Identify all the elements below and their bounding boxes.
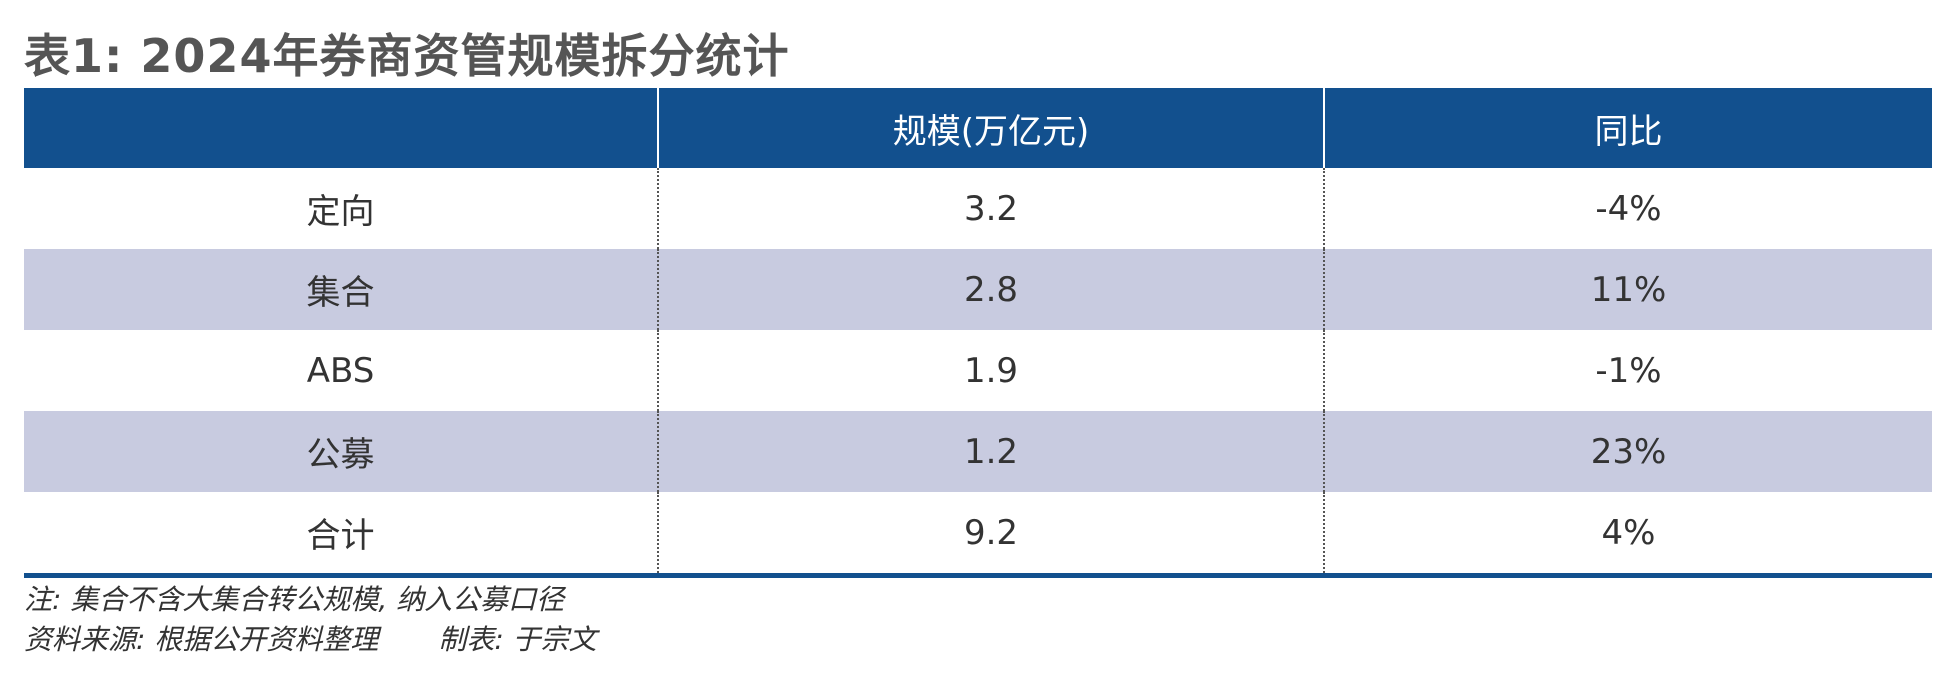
- source-line: 资料来源: 根据公开资料整理 制表: 于宗文: [24, 620, 597, 660]
- scale-value: 9.2: [657, 492, 1324, 578]
- footer-notes: 注: 集合不含大集合转公规模, 纳入公募口径 资料来源: 根据公开资料整理 制表:…: [24, 580, 597, 660]
- row-label: 集合: [24, 249, 658, 330]
- yoy-value: -1%: [1323, 330, 1932, 411]
- yoy-value: 11%: [1323, 249, 1932, 330]
- row-label: 定向: [306, 192, 375, 232]
- author-text: 制表: 于宗文: [438, 623, 597, 656]
- scale-value: 3.2: [657, 168, 1324, 249]
- data-table: 规模(万亿元) 同比 定向 3.2 -4% 集合 2.8 11% ABS 1.9…: [24, 88, 1932, 578]
- yoy-value: 4%: [1323, 492, 1932, 578]
- yoy-value: -4%: [1323, 168, 1932, 249]
- header-cell-scale: 规模(万亿元): [657, 88, 1324, 168]
- source-text: 资料来源: 根据公开资料整理: [24, 623, 379, 656]
- header-cell-yoy: 同比: [1323, 88, 1932, 168]
- table-row: ABS 1.9 -1%: [24, 330, 1932, 411]
- table-row: 定向 3.2 -4%: [24, 168, 1932, 249]
- table-row: 集合 2.8 11%: [24, 249, 1932, 330]
- table-title: 表1: 2024年券商资管规模拆分统计: [24, 29, 790, 83]
- data-table-container: 规模(万亿元) 同比 定向 3.2 -4% 集合 2.8 11% ABS 1.9…: [24, 88, 1932, 578]
- row-label: 公募: [24, 411, 658, 492]
- row-label: 合计: [24, 492, 658, 578]
- table-row-total: 合计 9.2 4%: [24, 492, 1932, 578]
- row-label: ABS: [306, 350, 375, 391]
- scale-value: 2.8: [657, 249, 1324, 330]
- yoy-value: 23%: [1323, 411, 1932, 492]
- table-header-row: 规模(万亿元) 同比: [24, 88, 1932, 168]
- footnote: 注: 集合不含大集合转公规模, 纳入公募口径: [24, 583, 565, 616]
- table-row: 公募 1.2 23%: [24, 411, 1932, 492]
- header-cell-category: [24, 88, 658, 168]
- scale-value: 1.2: [657, 411, 1324, 492]
- scale-value: 1.9: [657, 330, 1324, 411]
